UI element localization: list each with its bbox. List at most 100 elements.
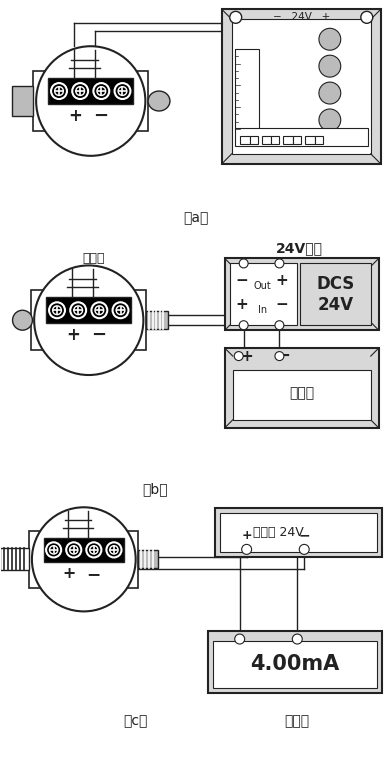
- Circle shape: [49, 546, 58, 554]
- Text: +: +: [63, 566, 76, 581]
- Circle shape: [275, 352, 284, 360]
- Text: +: +: [235, 296, 248, 312]
- Circle shape: [118, 87, 127, 96]
- Circle shape: [74, 306, 83, 315]
- Circle shape: [275, 259, 284, 268]
- Text: −: −: [235, 273, 248, 288]
- Bar: [233, 370, 371, 420]
- Circle shape: [292, 634, 302, 644]
- Text: +: +: [275, 273, 288, 288]
- Circle shape: [110, 546, 118, 554]
- Text: Out: Out: [254, 281, 271, 291]
- Circle shape: [319, 82, 341, 104]
- Circle shape: [90, 546, 98, 554]
- Bar: [31, 290, 146, 350]
- Circle shape: [234, 352, 243, 360]
- Circle shape: [239, 259, 248, 268]
- Text: （c）: （c）: [123, 714, 148, 728]
- Circle shape: [319, 28, 341, 50]
- Text: −: −: [86, 565, 101, 583]
- Circle shape: [86, 543, 102, 557]
- Circle shape: [76, 87, 85, 96]
- Text: +: +: [240, 349, 253, 363]
- Bar: [33, 71, 148, 131]
- Bar: [230, 264, 297, 325]
- Circle shape: [70, 302, 86, 318]
- Circle shape: [54, 87, 64, 96]
- Circle shape: [49, 302, 65, 318]
- Bar: [60, 588, 107, 601]
- Text: 4.00mA: 4.00mA: [250, 654, 339, 674]
- Text: 变送器: 变送器: [82, 252, 105, 265]
- Bar: [235, 49, 259, 129]
- Circle shape: [299, 544, 309, 554]
- Ellipse shape: [148, 91, 170, 111]
- Circle shape: [51, 83, 67, 99]
- Text: （b）: （b）: [142, 483, 168, 496]
- Bar: [305, 136, 315, 144]
- Circle shape: [319, 109, 341, 131]
- Circle shape: [34, 265, 143, 375]
- Bar: [213, 641, 377, 688]
- Text: DCS
24V: DCS 24V: [316, 275, 355, 314]
- Circle shape: [114, 83, 131, 99]
- Text: In: In: [258, 306, 267, 315]
- Circle shape: [97, 87, 106, 96]
- Bar: [66, 131, 115, 145]
- Circle shape: [95, 306, 104, 315]
- Text: 安全栅 24V: 安全栅 24V: [253, 526, 304, 539]
- Ellipse shape: [13, 310, 33, 330]
- Text: −: −: [298, 528, 310, 543]
- Bar: [222, 9, 381, 164]
- Text: +: +: [67, 326, 80, 344]
- Text: （a）: （a）: [183, 211, 209, 226]
- Bar: [46, 297, 131, 323]
- Circle shape: [113, 302, 129, 318]
- Circle shape: [235, 634, 245, 644]
- Bar: [29, 530, 138, 588]
- Circle shape: [66, 543, 81, 557]
- Bar: [315, 136, 323, 144]
- Circle shape: [361, 11, 373, 24]
- Bar: [64, 350, 113, 364]
- Circle shape: [72, 83, 88, 99]
- Text: 24V电源: 24V电源: [276, 242, 323, 255]
- Circle shape: [239, 321, 248, 330]
- Bar: [250, 136, 258, 144]
- Text: +: +: [69, 107, 82, 125]
- Circle shape: [70, 546, 78, 554]
- Bar: [261, 136, 272, 144]
- Bar: [138, 550, 158, 568]
- Circle shape: [93, 83, 109, 99]
- Circle shape: [46, 543, 61, 557]
- Bar: [240, 136, 250, 144]
- Bar: [215, 508, 382, 557]
- Bar: [208, 631, 382, 693]
- Bar: [225, 258, 379, 330]
- Circle shape: [116, 306, 125, 315]
- Text: −: −: [91, 326, 107, 344]
- Text: −   24V   +: − 24V +: [272, 12, 330, 22]
- Bar: [220, 512, 377, 553]
- Bar: [293, 136, 301, 144]
- Circle shape: [91, 302, 107, 318]
- Text: 电流表: 电流表: [285, 714, 310, 728]
- Circle shape: [319, 55, 341, 77]
- Bar: [49, 78, 133, 104]
- Bar: [283, 136, 293, 144]
- Bar: [12, 86, 33, 116]
- Bar: [272, 136, 279, 144]
- Text: −: −: [93, 107, 109, 125]
- Bar: [225, 348, 379, 428]
- Circle shape: [53, 306, 62, 315]
- Circle shape: [275, 321, 284, 330]
- Bar: [235, 128, 368, 146]
- Circle shape: [32, 507, 136, 611]
- Bar: [44, 537, 124, 562]
- Bar: [232, 19, 371, 154]
- Text: +: +: [241, 529, 252, 542]
- Text: 显示器: 显示器: [289, 386, 314, 400]
- Text: −: −: [275, 296, 288, 312]
- Bar: [146, 312, 168, 329]
- Bar: [300, 264, 371, 325]
